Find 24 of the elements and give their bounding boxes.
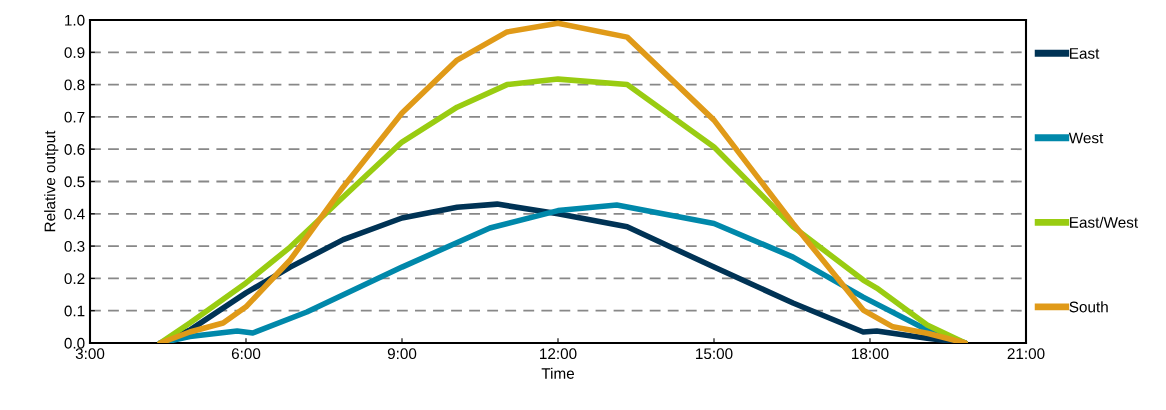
y-tick-label: 0.1 — [64, 305, 85, 317]
legend-label: West — [1068, 132, 1104, 144]
x-tick-label: 3:00 — [75, 348, 105, 360]
x-tick-label: 6:00 — [231, 348, 261, 360]
y-tick-label: 0.4 — [64, 208, 85, 220]
y-tick-label: 0.7 — [64, 111, 85, 123]
y-tick-label: 0.3 — [64, 240, 85, 252]
legend-label: East/West — [1070, 216, 1139, 228]
y-tick-label: 0.2 — [64, 273, 85, 285]
x-tick-label: 21:00 — [1007, 348, 1045, 360]
legend-label: South — [1069, 301, 1108, 313]
x-tick-label: 12:00 — [540, 348, 577, 360]
y-tick-label: 1.0 — [65, 14, 85, 26]
x-tick-label: 18:00 — [852, 348, 889, 360]
x-axis-title: Time — [541, 367, 575, 379]
legend-label: East — [1070, 48, 1100, 59]
x-tick-label: 15:00 — [696, 348, 733, 360]
y-tick-label: 0.0 — [64, 337, 85, 349]
y-tick-label: 0.8 — [64, 79, 85, 91]
y-tick-label: 0.6 — [64, 144, 85, 155]
y-tick-label: 0.9 — [64, 47, 85, 58]
y-axis-title: Relative output — [44, 130, 59, 232]
x-tick-label: 9:00 — [387, 348, 417, 360]
y-tick-label: 0.5 — [64, 176, 85, 188]
